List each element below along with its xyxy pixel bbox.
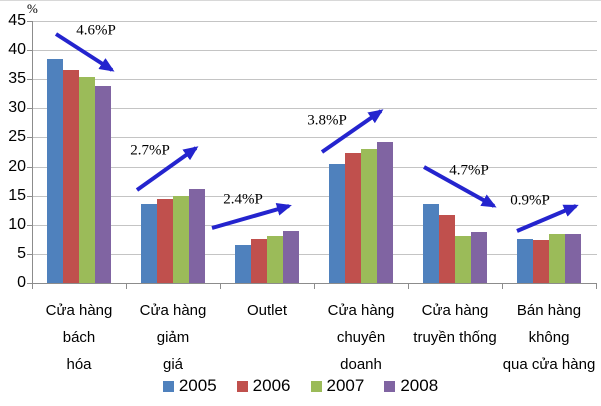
trend-annotation-label: 4.7%P [449, 162, 489, 179]
y-axis-label: 45 [8, 12, 26, 29]
y-axis-tick [27, 50, 32, 52]
bar-2007 [361, 148, 377, 283]
legend-item: 2005 [162, 376, 217, 396]
y-axis-tick [27, 166, 32, 168]
bar-2006 [439, 215, 455, 283]
y-axis-label: 20 [8, 157, 26, 175]
y-axis-tick [27, 137, 32, 139]
y-axis-tick [27, 195, 32, 197]
legend-color-swatch [310, 380, 322, 392]
bar-2005 [423, 204, 439, 283]
legend-label: 2006 [252, 376, 291, 395]
bar-2005 [329, 164, 345, 283]
gridline [33, 50, 597, 52]
x-axis-tick [502, 284, 503, 289]
bar-2007 [455, 235, 471, 283]
category-label: Cửa hàng truyền thống [413, 302, 497, 346]
bar-2007 [549, 234, 565, 283]
gridline [33, 195, 597, 197]
gridline [33, 137, 597, 139]
trend-annotation-label: 3.8%P [307, 112, 347, 129]
bar-2007 [267, 235, 283, 283]
x-axis-tick [32, 284, 33, 289]
gridline [33, 79, 597, 81]
category-label: Cửa hàng giảm giá [139, 302, 207, 373]
legend-color-swatch [236, 380, 248, 392]
trend-annotation-label: 2.4%P [223, 191, 263, 208]
plot-area [32, 21, 597, 284]
bar-2005 [235, 245, 251, 283]
bar-2005 [517, 238, 533, 283]
legend-color-swatch [384, 380, 396, 392]
bar-2006 [157, 199, 173, 283]
x-axis-tick [126, 284, 127, 289]
y-axis-tick [27, 224, 32, 226]
y-axis-label: 25 [8, 128, 26, 146]
bar-2005 [141, 204, 157, 283]
y-axis-tick [27, 253, 32, 255]
x-axis-tick [220, 284, 221, 289]
y-axis-label: 0 [17, 274, 26, 291]
bar-2008 [377, 142, 393, 283]
y-axis-label: 35 [8, 70, 26, 88]
legend-item: 2006 [236, 376, 291, 396]
chart-top-border [0, 0, 601, 1]
trend-annotation-label: 4.6%P [76, 22, 116, 39]
y-axis-unit-label: % [27, 1, 38, 16]
x-axis-tick [408, 284, 409, 289]
category-label: Cửa hàng bách hóa [45, 302, 113, 373]
gridline [33, 166, 597, 168]
y-axis-tick [27, 21, 32, 22]
gridline [33, 108, 597, 110]
bar-2008 [189, 188, 205, 283]
bar-2006 [251, 238, 267, 283]
bar-2006 [533, 240, 549, 283]
gridline [33, 21, 597, 22]
category-label: Bán hàng không qua cửa hàng [502, 302, 596, 373]
legend-label: 2007 [326, 376, 365, 395]
category-label: Outlet [246, 302, 288, 319]
bar-2008 [565, 233, 581, 283]
bar-2006 [345, 152, 361, 283]
y-axis-tick [27, 283, 32, 284]
legend-item: 2007 [310, 376, 365, 396]
y-axis-label: 5 [17, 244, 26, 262]
gridline [33, 253, 597, 255]
trend-annotation-label: 0.9%P [510, 192, 550, 209]
legend-color-swatch [162, 380, 174, 392]
bar-2007 [173, 196, 189, 283]
bar-2008 [283, 230, 299, 283]
trend-annotation-label: 2.7%P [130, 142, 170, 159]
legend: 2005 2006 2007 2008 [0, 376, 601, 396]
bar-2008 [95, 85, 111, 283]
bar-2006 [63, 70, 79, 283]
legend-item: 2008 [384, 376, 438, 396]
bar-2007 [79, 76, 95, 283]
y-axis-tick [27, 108, 32, 110]
x-axis-tick [596, 284, 597, 289]
legend-label: 2008 [400, 376, 439, 395]
y-axis-label: 30 [8, 99, 26, 117]
gridline [33, 224, 597, 226]
legend-label: 2005 [178, 376, 217, 395]
y-axis-tick [27, 79, 32, 81]
y-axis-label: 40 [8, 41, 26, 59]
category-label: Cửa hàng chuyên doanh [327, 302, 395, 373]
x-axis-tick [314, 284, 315, 289]
y-axis-label: 10 [8, 215, 26, 233]
bar-2005 [47, 58, 63, 283]
y-axis-label: 15 [8, 186, 26, 204]
bar-2008 [471, 231, 487, 283]
